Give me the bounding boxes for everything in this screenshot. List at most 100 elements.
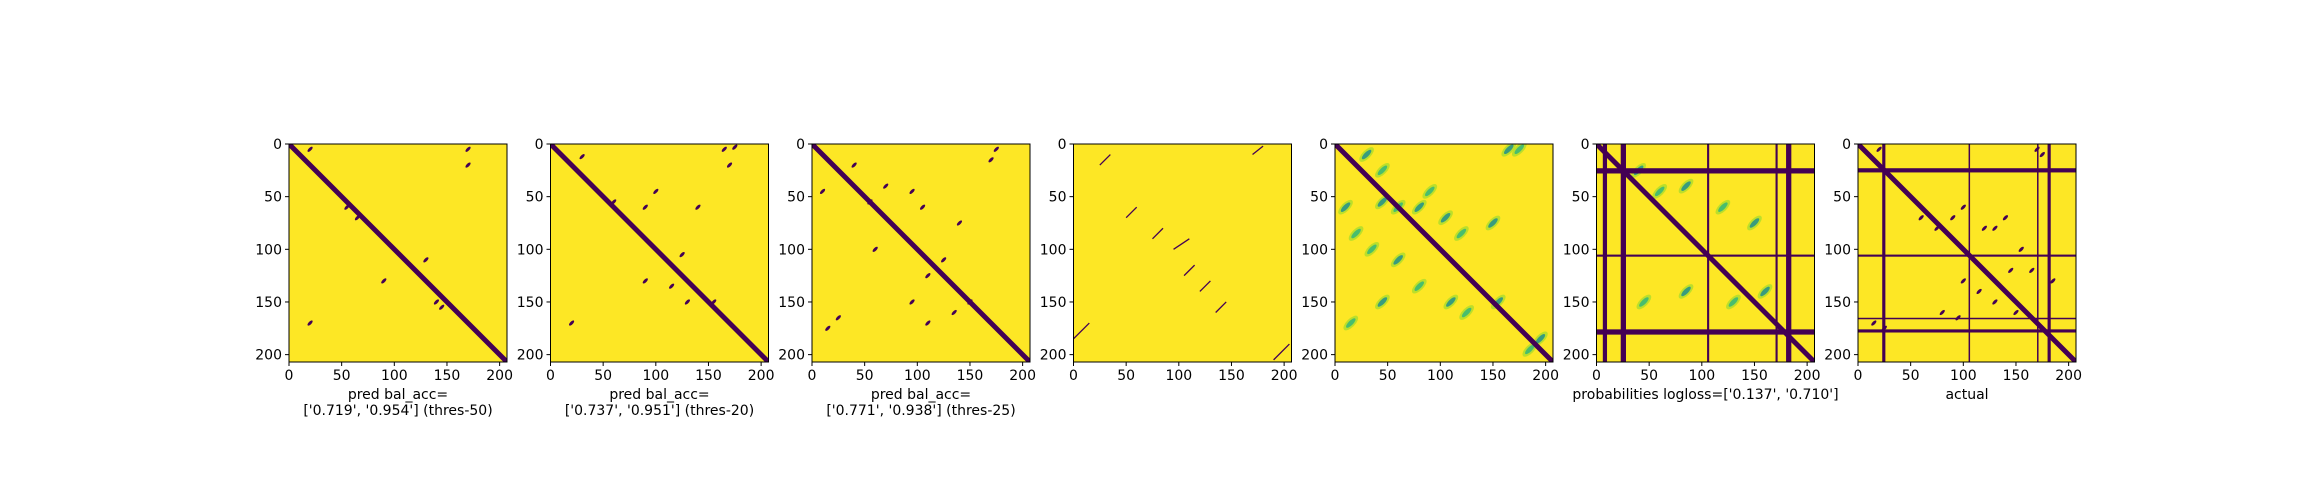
- contact-blob: [2039, 151, 2045, 158]
- prob-blob: [1639, 297, 1649, 307]
- contact-column: [2047, 144, 2051, 362]
- prob-blob: [1728, 297, 1739, 307]
- axes-frame: [288, 143, 508, 363]
- x-tick-label: 0: [1854, 368, 1863, 384]
- x-tick-label: 100: [1950, 368, 1977, 384]
- y-tick-label: 200: [1301, 348, 1328, 364]
- y-tick-label: 150: [1824, 295, 1851, 311]
- contact-blob: [726, 162, 733, 168]
- x-tick-label: 0: [808, 368, 817, 384]
- y-tick-label: 100: [255, 242, 282, 258]
- x-tick-label: 0: [546, 368, 555, 384]
- contact-column: [1882, 144, 1886, 362]
- prob-blob: [1377, 197, 1388, 207]
- x-tick-label: 200: [1009, 368, 1036, 384]
- x-tick-label: 200: [2055, 368, 2082, 384]
- prob-blob: [1425, 186, 1435, 197]
- contact-line: [1099, 154, 1111, 166]
- x-tick-label: 50: [1902, 368, 1920, 384]
- contact-blob: [925, 320, 931, 326]
- contact-blob: [1960, 278, 1966, 284]
- contact-blob: [988, 157, 994, 163]
- x-axis-label: pred bal_acc=: [348, 387, 448, 403]
- axes-frame: [550, 143, 769, 363]
- contact-column: [1775, 144, 1778, 362]
- y-tick-label: 200: [778, 348, 805, 364]
- contact-blob: [1939, 309, 1945, 316]
- prob-blob: [1414, 202, 1425, 212]
- x-tick-label: 0: [1069, 368, 1078, 384]
- contact-line: [1125, 206, 1138, 219]
- y-tick-label: 150: [1040, 295, 1067, 311]
- heatmap-cells: [1335, 144, 1553, 362]
- y-tick-label: 0: [1842, 137, 1851, 153]
- x-tick-label: 50: [1640, 368, 1658, 384]
- contact-blob: [883, 183, 889, 189]
- x-axis-label: actual: [1945, 387, 1988, 403]
- contact-line: [1273, 343, 1290, 361]
- y-tick-label: 50: [1310, 190, 1328, 206]
- x-tick-label: 150: [1480, 368, 1507, 384]
- x-tick-label: 150: [957, 368, 984, 384]
- contact-line: [1183, 264, 1196, 277]
- contact-blob: [2050, 278, 2056, 284]
- axes-frame: [1596, 143, 1815, 363]
- prob-blob: [1488, 218, 1498, 228]
- contact-blob: [919, 204, 926, 210]
- contact-blob: [951, 309, 957, 316]
- contact-line: [1252, 145, 1264, 156]
- contact-column: [2037, 144, 2039, 362]
- prob-blob: [1377, 165, 1388, 176]
- diagonal-band: [1335, 144, 1553, 362]
- axes-frame: [1334, 143, 1554, 363]
- contact-line: [1173, 238, 1190, 250]
- contact-blob: [1876, 146, 1882, 152]
- y-tick-label: 50: [1833, 190, 1851, 206]
- prob-blob: [1446, 297, 1456, 307]
- x-tick-label: 150: [1741, 368, 1768, 384]
- heatmap-cells: [289, 144, 507, 362]
- contact-row: [1858, 168, 2076, 173]
- prob-blob: [1340, 202, 1351, 212]
- x-tick-label: 200: [486, 368, 513, 384]
- heatmap-cells: [1596, 144, 1815, 362]
- y-tick-label: 0: [1581, 137, 1590, 153]
- contact-blob: [1960, 204, 1966, 210]
- x-tick-label: 50: [594, 368, 612, 384]
- contact-blob: [1871, 320, 1877, 326]
- contact-blob: [1992, 225, 1998, 231]
- contact-blob: [465, 162, 471, 168]
- x-tick-label: 0: [1331, 368, 1340, 384]
- x-axis-label: ['0.737', '0.951'] (thres-20): [565, 403, 754, 419]
- contact-blob: [872, 246, 878, 252]
- contact-blob: [465, 146, 471, 152]
- prob-blob: [1718, 202, 1728, 212]
- x-tick-label: 100: [904, 368, 931, 384]
- y-tick-label: 200: [1563, 348, 1590, 364]
- contact-blob: [956, 220, 963, 226]
- contact-column: [1620, 144, 1626, 362]
- x-tick-label: 0: [285, 368, 294, 384]
- y-tick-label: 150: [1301, 295, 1328, 311]
- x-tick-label: 100: [381, 368, 408, 384]
- x-tick-label: 150: [2003, 368, 2030, 384]
- prob-blob: [1361, 149, 1372, 160]
- contact-blob: [993, 146, 999, 152]
- contact-blob: [835, 315, 841, 321]
- x-tick-label: 100: [1427, 368, 1454, 384]
- heatmap-cells: [1858, 144, 2076, 362]
- x-tick-label: 50: [1117, 368, 1135, 384]
- contact-blob: [642, 278, 648, 284]
- contact-column: [1786, 144, 1792, 362]
- contact-blob: [2018, 246, 2024, 252]
- contact-blob: [354, 215, 361, 221]
- contact-blob: [344, 204, 350, 210]
- x-axis-label: ['0.771', '0.938'] (thres-25): [826, 403, 1015, 419]
- contact-blob: [1934, 225, 1940, 231]
- prob-blob: [1461, 307, 1472, 318]
